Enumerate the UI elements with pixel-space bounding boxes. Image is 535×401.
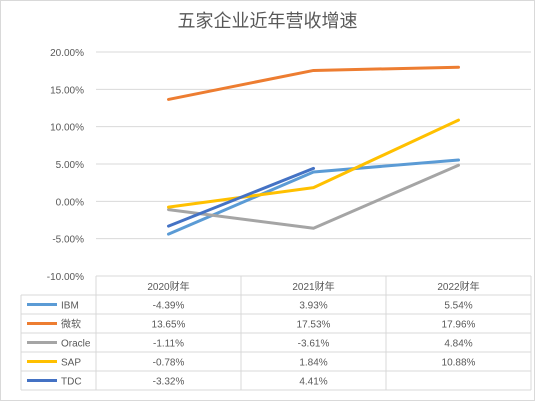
legend-label: 微软 [61,318,81,331]
data-label: -3.32% [153,377,185,388]
x-category-label: 2022财年 [437,280,479,293]
y-tick-label: -10.00% [47,272,84,283]
legend-label: SAP [61,358,81,369]
data-label: -0.78% [153,358,185,369]
legend-label: Oracle [61,339,91,350]
legend-label: TDC [61,377,82,388]
y-tick-label: 5.00% [56,160,84,171]
y-tick-label: 15.00% [50,85,84,96]
data-label: 13.65% [152,320,186,331]
y-tick-label: 10.00% [50,123,84,134]
data-label: 4.84% [444,339,472,350]
y-tick-label: -5.00% [52,235,84,246]
series-line-微软 [167,65,460,101]
series-line-IBM [167,158,460,236]
data-label: -4.39% [153,301,185,312]
data-label: 5.54% [444,301,472,312]
data-label: 3.93% [299,301,327,312]
y-tick-label: 0.00% [56,197,84,208]
data-label: 17.96% [442,320,476,331]
series-line-Oracle [167,163,460,230]
data-label: -1.11% [153,339,184,350]
data-label: 17.53% [297,320,331,331]
data-label: -3.61% [298,339,330,350]
series-line-TDC [167,166,315,228]
data-label: 4.41% [299,377,327,388]
legend-label: IBM [61,301,79,312]
x-category-label: 2020财年 [147,280,189,293]
data-label: 10.88% [442,358,476,369]
x-category-label: 2021财年 [292,280,334,293]
data-label: 1.84% [299,358,327,369]
chart-title: 五家企业近年营收增速 [177,11,358,32]
y-tick-label: 20.00% [50,48,84,59]
series-line-SAP [167,118,460,209]
